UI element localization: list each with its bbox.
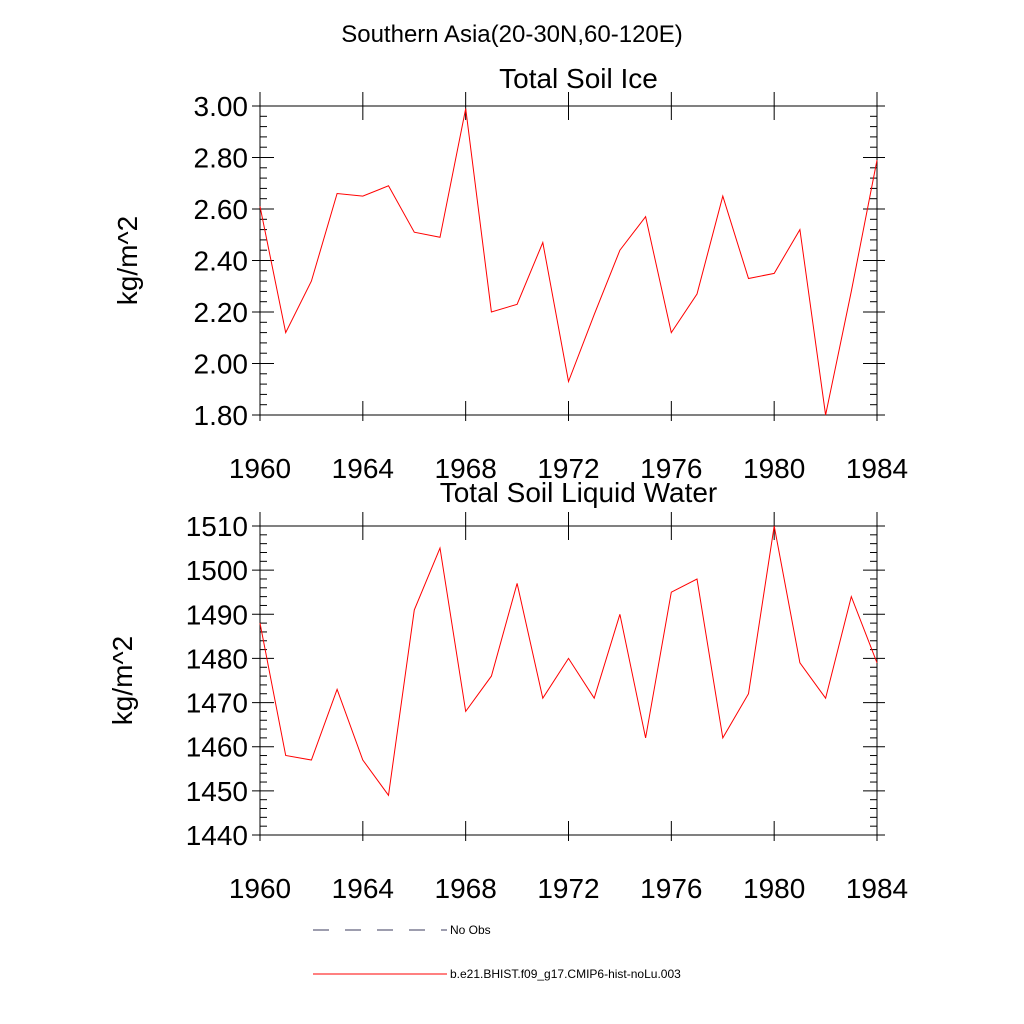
y-tick-label: 2.00 bbox=[194, 349, 249, 380]
x-tick-label: 1976 bbox=[640, 873, 702, 904]
x-tick-label: 1968 bbox=[435, 453, 497, 484]
legend-label-model-run: b.e21.BHIST.f09_g17.CMIP6-hist-noLu.003 bbox=[450, 967, 681, 981]
x-tick-label: 1976 bbox=[640, 453, 702, 484]
x-tick-label: 1984 bbox=[846, 453, 908, 484]
chart-title: Total Soil Liquid Water bbox=[440, 477, 718, 508]
chart-title: Total Soil Ice bbox=[499, 63, 658, 94]
y-tick-label: 3.00 bbox=[194, 91, 249, 122]
series-line bbox=[259, 525, 878, 797]
x-tick-label: 1968 bbox=[435, 873, 497, 904]
x-tick-label: 1960 bbox=[229, 453, 291, 484]
y-tick-label: 1.80 bbox=[194, 400, 249, 431]
y-tick-label: 1490 bbox=[186, 599, 248, 630]
x-tick-label: 1980 bbox=[743, 873, 805, 904]
y-tick-label: 1450 bbox=[186, 776, 248, 807]
x-tick-label: 1960 bbox=[229, 873, 291, 904]
y-tick-label: 2.60 bbox=[194, 194, 249, 225]
x-tick-label: 1984 bbox=[846, 873, 908, 904]
x-tick-label: 1972 bbox=[537, 453, 599, 484]
y-tick-label: 1470 bbox=[186, 688, 248, 719]
x-tick-label: 1964 bbox=[332, 873, 394, 904]
x-tick-label: 1964 bbox=[332, 453, 394, 484]
x-tick-label: 1972 bbox=[537, 873, 599, 904]
y-axis-title: kg/m^2 bbox=[107, 636, 138, 725]
chart-panel-soil-liquid-water: Total Soil Liquid Water kg/m^2 1960 1964 196… bbox=[107, 477, 908, 904]
plot-frame bbox=[259, 105, 878, 416]
y-tick-label: 2.40 bbox=[194, 246, 249, 277]
chart-panel-soil-ice: Total Soil Ice kg/m^2 1960 1964 1968 1972 1976… bbox=[112, 63, 908, 484]
y-tick-label: 1440 bbox=[186, 820, 248, 851]
y-tick-label: 1460 bbox=[186, 732, 248, 763]
y-tick-label: 1480 bbox=[186, 643, 248, 674]
y-tick-label: 2.80 bbox=[194, 143, 249, 174]
y-tick-label: 1510 bbox=[186, 511, 248, 542]
y-tick-label: 1500 bbox=[186, 555, 248, 586]
legend-label-no-obs: No Obs bbox=[450, 923, 491, 937]
plot-frame bbox=[259, 525, 878, 836]
series-line bbox=[259, 108, 878, 416]
legend: No Obs b.e21.BHIST.f09_g17.CMIP6-hist-no… bbox=[313, 923, 681, 981]
y-axis-title: kg/m^2 bbox=[112, 216, 143, 305]
main-title: Southern Asia(20-30N,60-120E) bbox=[341, 21, 683, 48]
y-tick-label: 2.20 bbox=[194, 297, 249, 328]
x-tick-label: 1980 bbox=[743, 453, 805, 484]
